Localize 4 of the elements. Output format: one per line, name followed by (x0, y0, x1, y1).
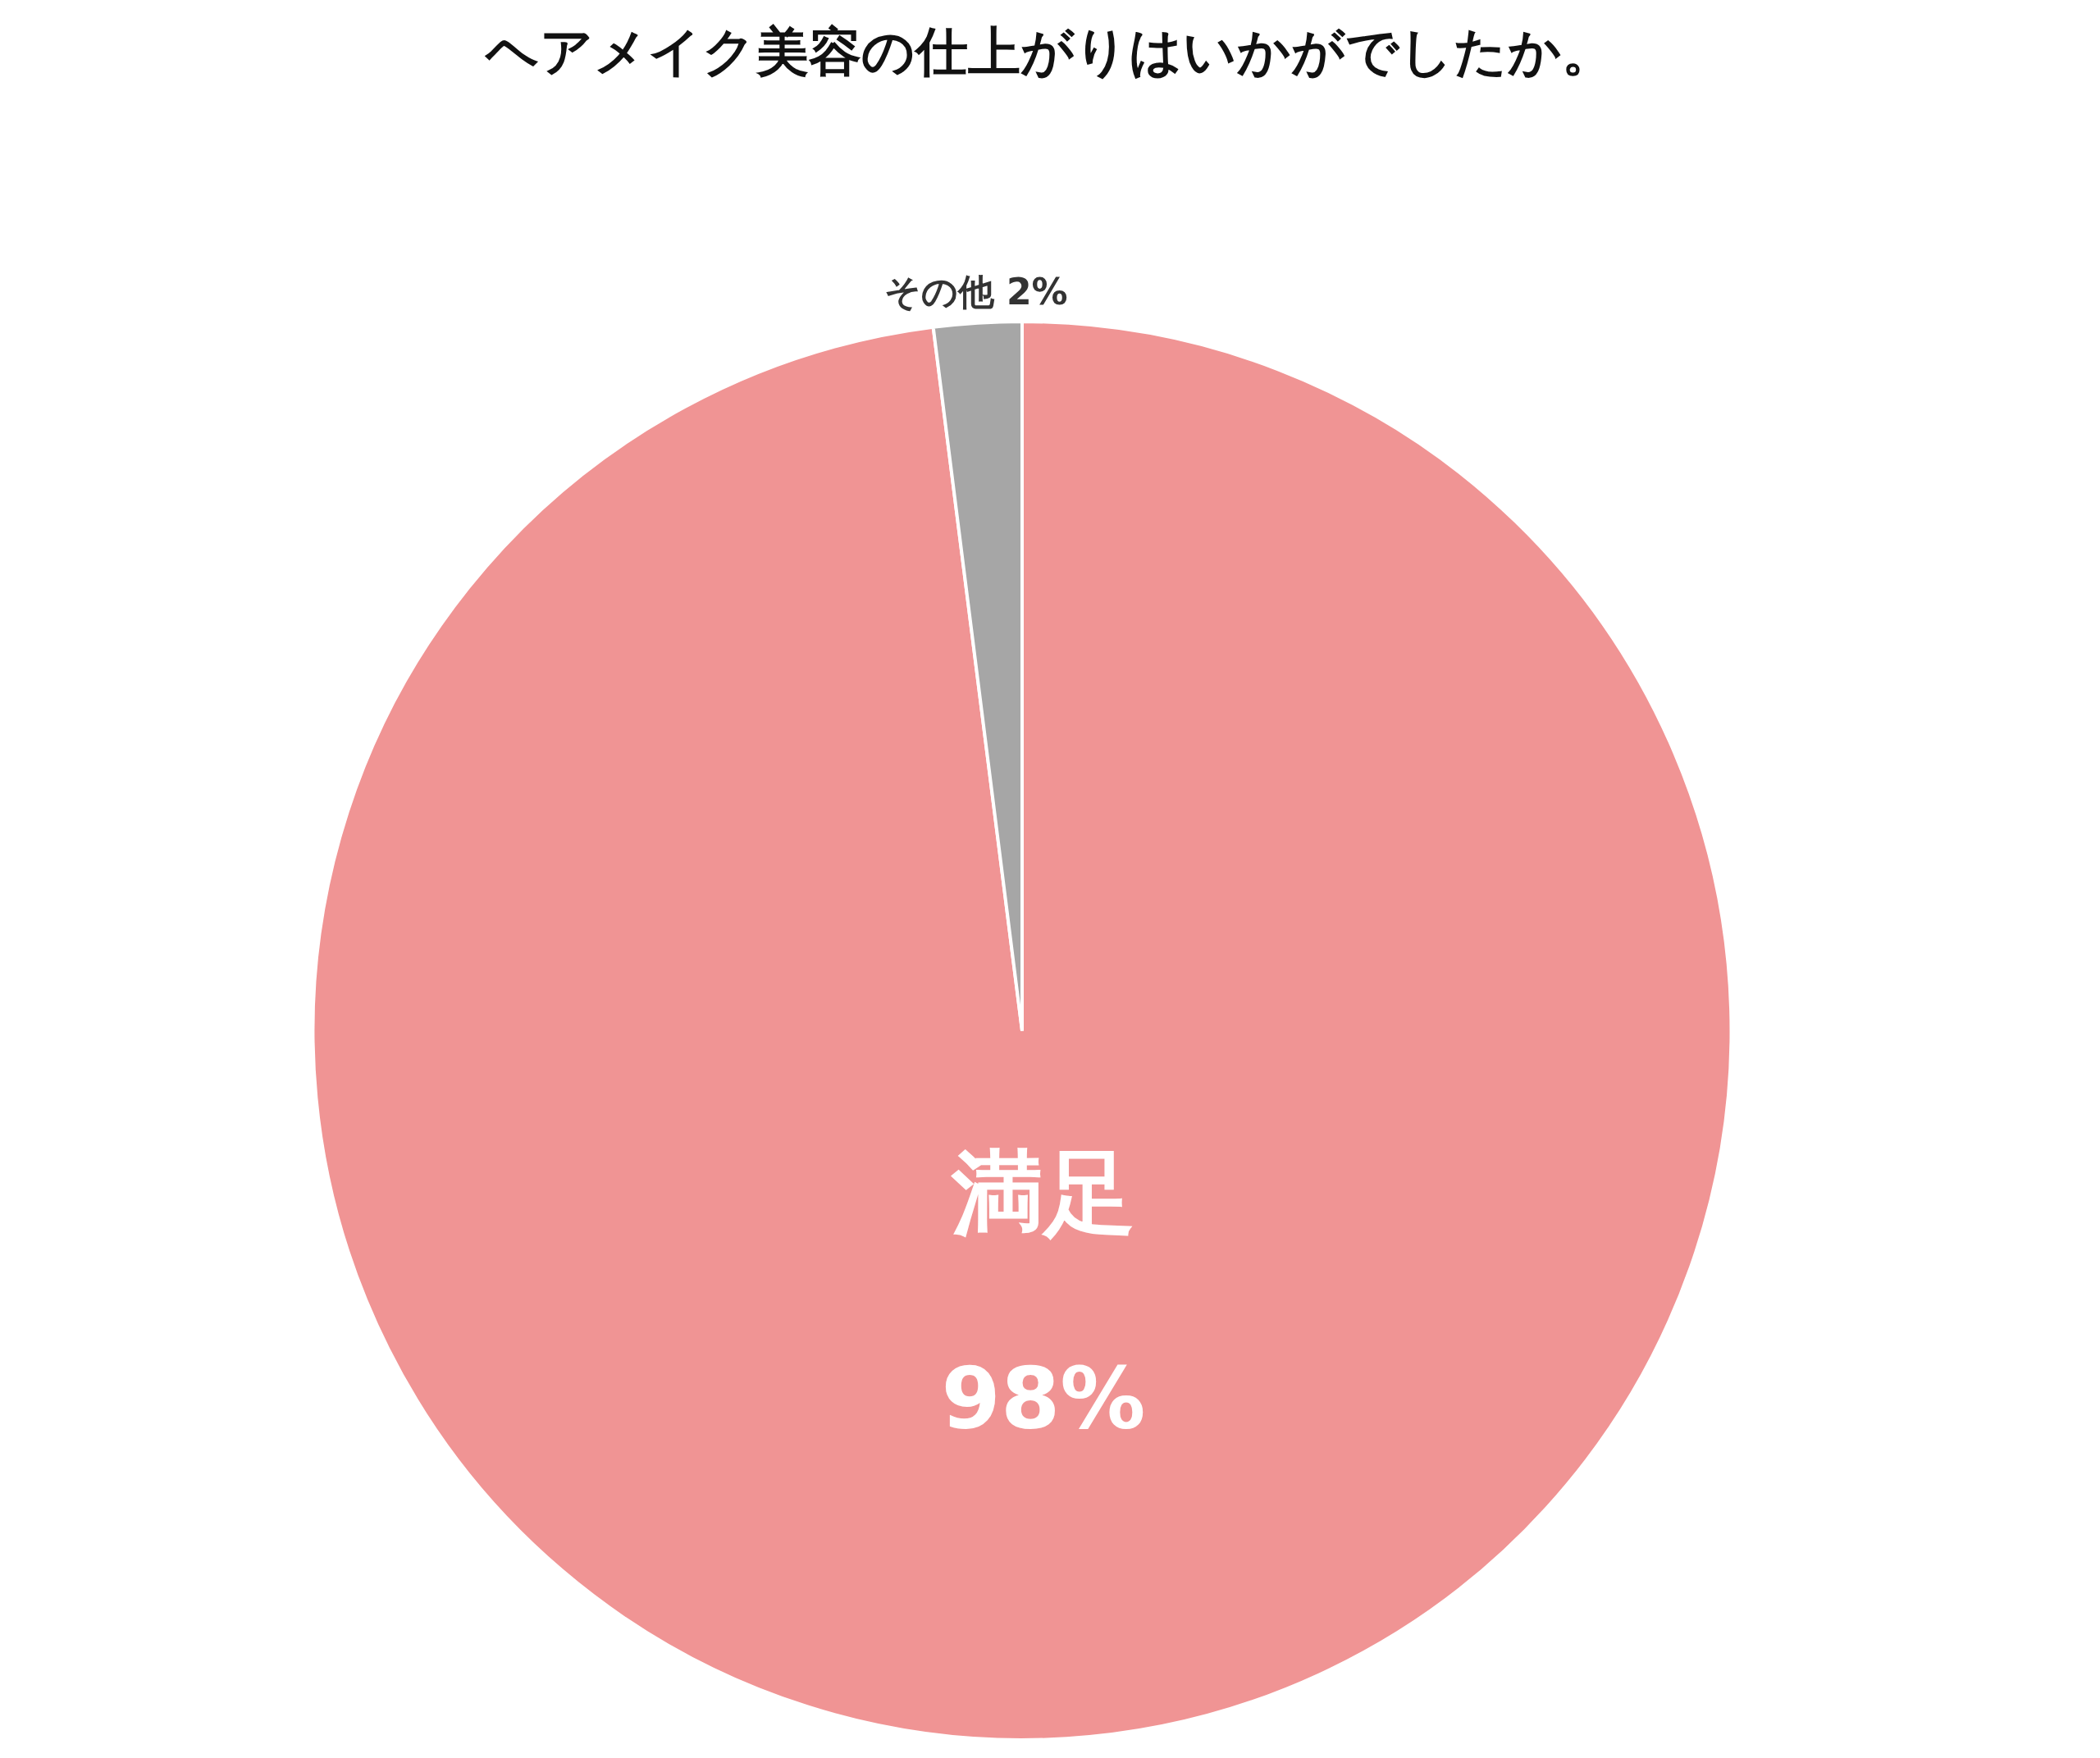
chart-title: ヘアメイク美容の仕上がりはいかがでしたか。 (484, 21, 1615, 84)
slice-label: その他 2% (883, 271, 1068, 313)
data-label: 98% (941, 1349, 1146, 1449)
slice-label: 満足 (951, 1139, 1136, 1247)
